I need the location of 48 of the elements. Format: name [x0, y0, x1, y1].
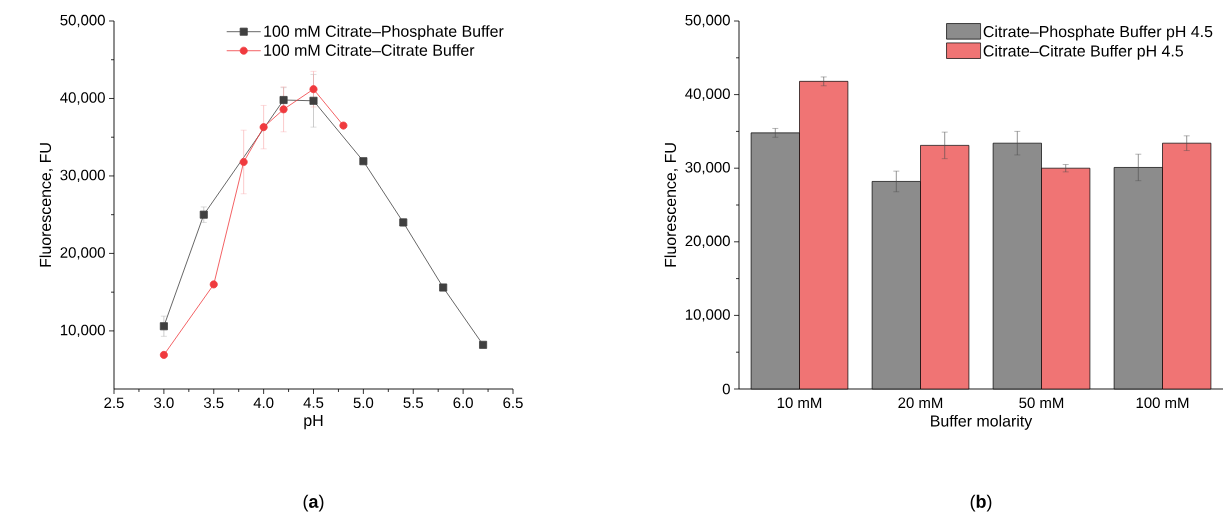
- x-tick-label: 4.5: [303, 397, 324, 408]
- x-tick-label: 5.0: [353, 397, 374, 409]
- text: (b): [970, 494, 992, 512]
- y-tick-label: 40,000: [685, 88, 730, 101]
- y-tick-label: 40,000: [60, 92, 105, 105]
- x-tick-label: 50 mM: [1019, 397, 1064, 409]
- legend-label: 100 mM Citrate–Phosphate Buffer: [264, 25, 504, 41]
- x-tick-label: 3.5: [203, 397, 224, 409]
- x-tick-label: 6.0: [453, 397, 473, 409]
- y-tick-label: 20,000: [60, 247, 105, 260]
- y-tick-label: 0: [722, 383, 730, 395]
- point: [239, 158, 248, 166]
- y-tick-label: 30,000: [685, 162, 730, 175]
- point: [259, 123, 268, 132]
- x-tick-label: 2.5: [104, 397, 124, 409]
- x-tick-label: 4.0: [253, 397, 274, 409]
- x-tick-label: 100 mM: [1136, 397, 1189, 409]
- y-tick-label: 10,000: [685, 309, 730, 322]
- point: [439, 283, 448, 292]
- x-tick-label: 20 mM: [898, 397, 943, 409]
- x-tick-label: 5.5: [403, 397, 424, 408]
- text: (a): [303, 494, 324, 512]
- point: [339, 121, 348, 130]
- point: [479, 340, 488, 349]
- y-tick-label: 10,000: [60, 324, 105, 338]
- point: [159, 322, 168, 331]
- x-tick-label: 6.5: [503, 397, 523, 409]
- y-axis-title: Fluorescence, FU: [39, 143, 53, 267]
- x-axis-title: pH: [304, 414, 323, 430]
- y-axis-title: Fluorescence, FU: [664, 143, 678, 267]
- legend-label: 100 mM Citrate–Citrate Buffer: [264, 44, 475, 56]
- point: [279, 96, 288, 104]
- point: [309, 85, 318, 94]
- x-tick-label: 10 mM: [777, 397, 822, 409]
- y-tick-label: 50,000: [60, 14, 105, 28]
- point: [359, 157, 368, 166]
- y-tick-label: 50,000: [685, 14, 730, 28]
- x-tick-label: 3.0: [154, 397, 174, 409]
- y-tick-label: 30,000: [60, 169, 105, 183]
- y-tick-label: 20,000: [685, 235, 730, 248]
- point: [309, 96, 318, 105]
- point: [199, 210, 208, 219]
- point: [159, 350, 168, 359]
- point: [279, 105, 288, 114]
- point: [209, 280, 218, 289]
- legend-label: Citrate–Citrate Buffer pH 4.5: [983, 44, 1184, 60]
- x-axis-title: Buffer molarity: [931, 414, 1033, 430]
- legend-label: Citrate–Phosphate Buffer pH 4.5: [983, 25, 1213, 41]
